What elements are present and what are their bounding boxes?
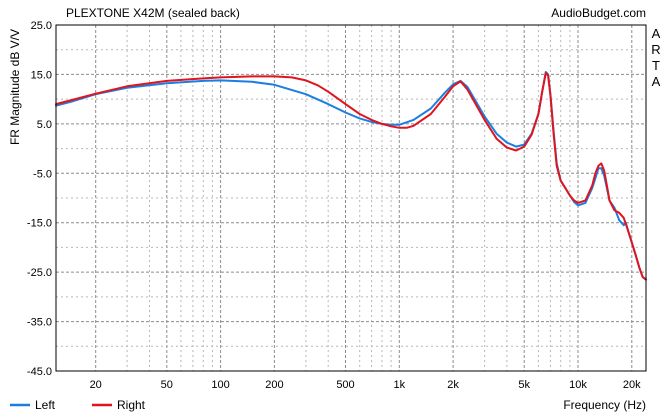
side-label-letter: R — [651, 42, 660, 57]
x-axis-label: Frequency (Hz) — [563, 398, 646, 412]
series-layer — [55, 71, 647, 281]
legend: Left Right — [10, 398, 146, 412]
legend-label-left: Left — [35, 398, 56, 412]
x-tick-label: 200 — [265, 379, 283, 391]
x-tick-label: 20 — [90, 379, 102, 391]
y-tick-label: -15.0 — [27, 218, 52, 230]
chart-title: PLEXTONE X42M (sealed back) — [66, 6, 240, 20]
side-label-letter: A — [652, 26, 661, 41]
side-label-letter: T — [652, 58, 660, 73]
y-tick-label: 15.0 — [31, 69, 52, 81]
y-tick-label: -45.0 — [27, 366, 52, 378]
series-line-right — [55, 71, 647, 281]
y-tick-label: -25.0 — [27, 267, 52, 279]
plot-frame — [55, 24, 647, 372]
y-tick-label: -5.0 — [33, 168, 52, 180]
x-tick-label: 2k — [447, 379, 459, 391]
source-label: AudioBudget.com — [551, 6, 646, 20]
y-axis-label: FR Magnitude dB V/V — [8, 29, 22, 145]
y-tick-labels: 25.0 15.0 5.0 -5.0 -15.0 -25.0 -35.0 -45.0 — [27, 20, 52, 378]
y-tick-label: -35.0 — [27, 317, 52, 329]
x-tick-label: 20k — [623, 379, 641, 391]
x-tick-label: 1k — [393, 379, 405, 391]
y-tick-label: 5.0 — [37, 119, 52, 131]
x-tick-label: 500 — [336, 379, 354, 391]
x-tick-label: 10k — [569, 379, 587, 391]
x-tick-label: 50 — [161, 379, 173, 391]
y-tick-label: 25.0 — [31, 20, 52, 32]
x-tick-label: 5k — [518, 379, 530, 391]
x-tick-labels: 20 50 100 200 500 1k 2k 5k 10k 20k — [90, 379, 642, 391]
legend-label-right: Right — [117, 398, 146, 412]
x-tick-label: 100 — [211, 379, 229, 391]
side-label-letter: A — [652, 74, 661, 89]
